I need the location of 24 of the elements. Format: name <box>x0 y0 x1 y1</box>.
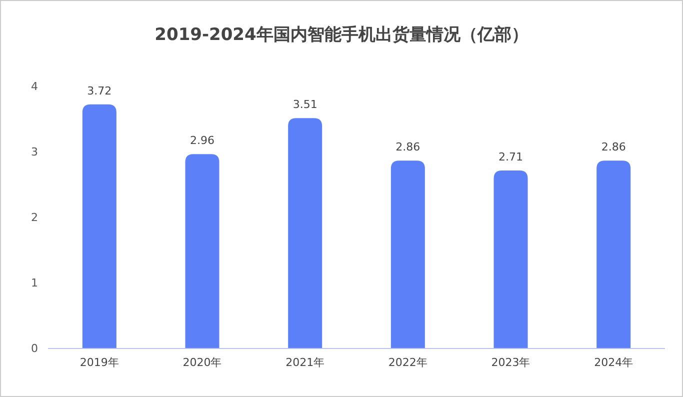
bar <box>82 104 116 348</box>
x-tick-label: 2020年 <box>182 356 222 369</box>
y-tick-label: 2 <box>31 211 38 224</box>
bar <box>494 170 528 348</box>
x-tick-label: 2022年 <box>388 356 428 369</box>
data-label: 2.96 <box>190 134 214 148</box>
y-tick-label: 3 <box>31 146 38 158</box>
data-label: 2.71 <box>498 150 523 164</box>
bar <box>288 118 322 348</box>
y-tick-label: 4 <box>31 80 38 93</box>
chart-title: 2019-2024年国内智能手机出货量情况（亿部） <box>154 25 528 45</box>
data-label: 3.51 <box>292 98 318 112</box>
data-label: 2.86 <box>601 140 626 154</box>
y-tick-label: 1 <box>31 276 38 290</box>
y-tick-label: 0 <box>31 342 38 355</box>
bar <box>185 154 220 348</box>
x-tick-label: 2023年 <box>491 356 530 369</box>
data-label: 2.86 <box>396 140 420 154</box>
x-tick-label: 2019年 <box>80 356 119 369</box>
data-label: 3.72 <box>87 84 112 98</box>
x-tick-label: 2024年 <box>594 356 634 369</box>
x-tick-label: 2021年 <box>286 356 325 369</box>
bar <box>390 160 425 348</box>
bar <box>596 160 631 348</box>
